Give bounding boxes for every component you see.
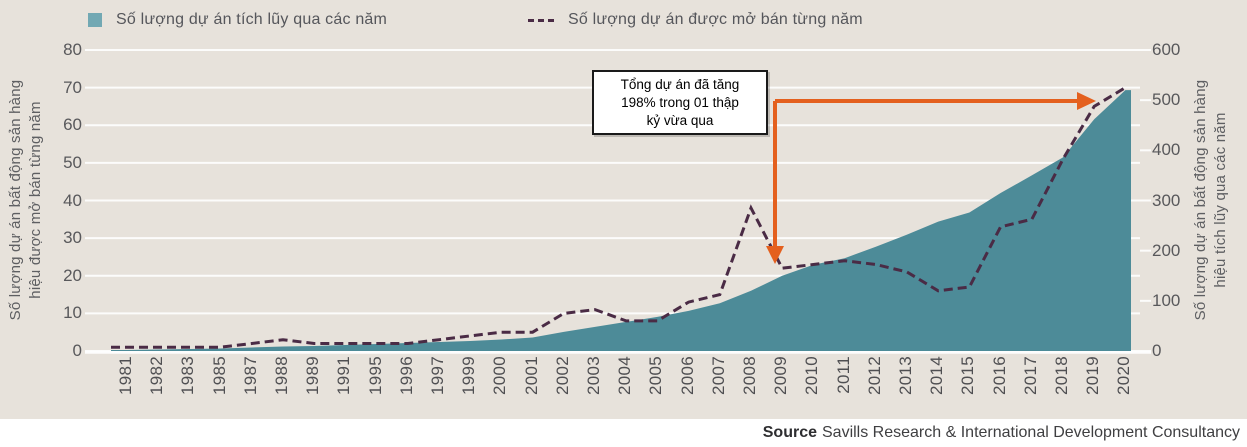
- x-tick-label: 2018: [1052, 356, 1071, 396]
- x-tick-label: 1995: [365, 356, 385, 396]
- arrow-head-down-icon: [766, 246, 784, 264]
- y-tick-label-left: 10: [63, 303, 82, 323]
- x-tick-label: 2005: [646, 356, 666, 396]
- y-tick-label-left: 0: [72, 341, 82, 360]
- y-tick-label-left: 70: [63, 77, 82, 97]
- y-tick-label-right: 500: [1152, 90, 1181, 110]
- y-tick-label-left: 50: [63, 152, 82, 172]
- x-tick-label: 2013: [896, 356, 915, 396]
- y-tick-label-right: 400: [1152, 140, 1181, 160]
- x-tick-label: 2001: [521, 356, 541, 396]
- x-tick-label: 2016: [989, 356, 1009, 396]
- y-tick-label-left: 30: [63, 228, 82, 248]
- x-tick-label: 2008: [740, 356, 759, 396]
- x-tick-label: 1991: [334, 356, 354, 396]
- y-tick-label-left: 60: [63, 115, 82, 135]
- cumulative-area-series: [111, 90, 1131, 351]
- x-tick-label: 2009: [771, 356, 791, 396]
- x-tick-label: 1983: [178, 356, 198, 396]
- annotation-line1: Tổng dự án đã tăng: [620, 76, 740, 92]
- x-tick-label: 2020: [1114, 356, 1134, 396]
- annotation-line3: kỷ vừa qua: [646, 112, 714, 128]
- x-tick-label: 2011: [833, 356, 853, 394]
- y-tick-label-right: 100: [1152, 290, 1181, 310]
- x-tick-label: 2003: [584, 356, 603, 396]
- legend-cumulative-label: Số lượng dự án tích lũy qua các năm: [116, 11, 388, 28]
- y-tick-label-left: 80: [63, 40, 82, 59]
- x-tick-label: 1982: [147, 356, 167, 396]
- x-tick-label: 1996: [396, 356, 416, 396]
- x-tick-label: 2012: [864, 356, 884, 396]
- y-tick-label-right: 200: [1152, 240, 1181, 260]
- chart-panel: Số lượng dự án tích lũy qua các năm Số l…: [0, 0, 1247, 419]
- annual-line-series: [111, 86, 1127, 349]
- x-tick-label: 2007: [708, 356, 728, 396]
- arrow-head-right-icon: [1077, 92, 1096, 110]
- y-tick-label-right: 0: [1152, 341, 1162, 360]
- x-tick-label: 2004: [615, 356, 635, 396]
- legend-annual-label: Số lượng dự án được mở bán từng năm: [568, 11, 863, 28]
- y-tick-label-left: 40: [63, 190, 82, 210]
- x-tick-label: 1988: [272, 356, 291, 396]
- x-tick-label: 2017: [1020, 356, 1040, 396]
- x-tick-label: 2015: [958, 356, 978, 396]
- source-text: Savills Research & International Develop…: [822, 424, 1240, 441]
- x-tick-label: 2000: [490, 356, 510, 396]
- x-tick-label: 2014: [927, 356, 947, 396]
- area-swatch-icon: [88, 13, 102, 27]
- x-tick-label: 1999: [459, 356, 479, 396]
- legend-item-cumulative: Số lượng dự án tích lũy qua các năm: [88, 11, 387, 29]
- x-tick-label: 1987: [240, 356, 260, 396]
- x-tick-label: 2002: [552, 356, 572, 396]
- source-footer: Source Savills Research & International …: [0, 419, 1247, 447]
- y-tick-label-right: 600: [1152, 40, 1181, 59]
- source-label: Source: [762, 424, 817, 441]
- x-tick-label: 2006: [677, 356, 697, 396]
- annotation-box: Tổng dự án đã tăng 198% trong 01 thập kỷ…: [592, 70, 768, 135]
- y-tick-label-left: 20: [63, 265, 82, 285]
- x-tick-label: 1981: [116, 356, 135, 396]
- annotation-line2: 198% trong 01 thập: [621, 94, 739, 110]
- y-tick-label-right: 300: [1152, 190, 1181, 210]
- right-axis-title-line2: hiệu tích lũy qua các năm: [1212, 112, 1229, 288]
- x-tick-label: 1997: [428, 356, 447, 396]
- dashed-line-icon: [528, 18, 554, 22]
- legend-item-annual: Số lượng dự án được mở bán từng năm: [528, 11, 863, 29]
- left-axis-title-line1: Số lượng dự án bất động sản hàng: [7, 79, 24, 321]
- x-tick-label: 1989: [303, 356, 323, 396]
- x-tick-label: 1985: [209, 356, 229, 396]
- x-tick-label: 2010: [802, 356, 822, 396]
- x-tick-label: 2019: [1083, 356, 1103, 396]
